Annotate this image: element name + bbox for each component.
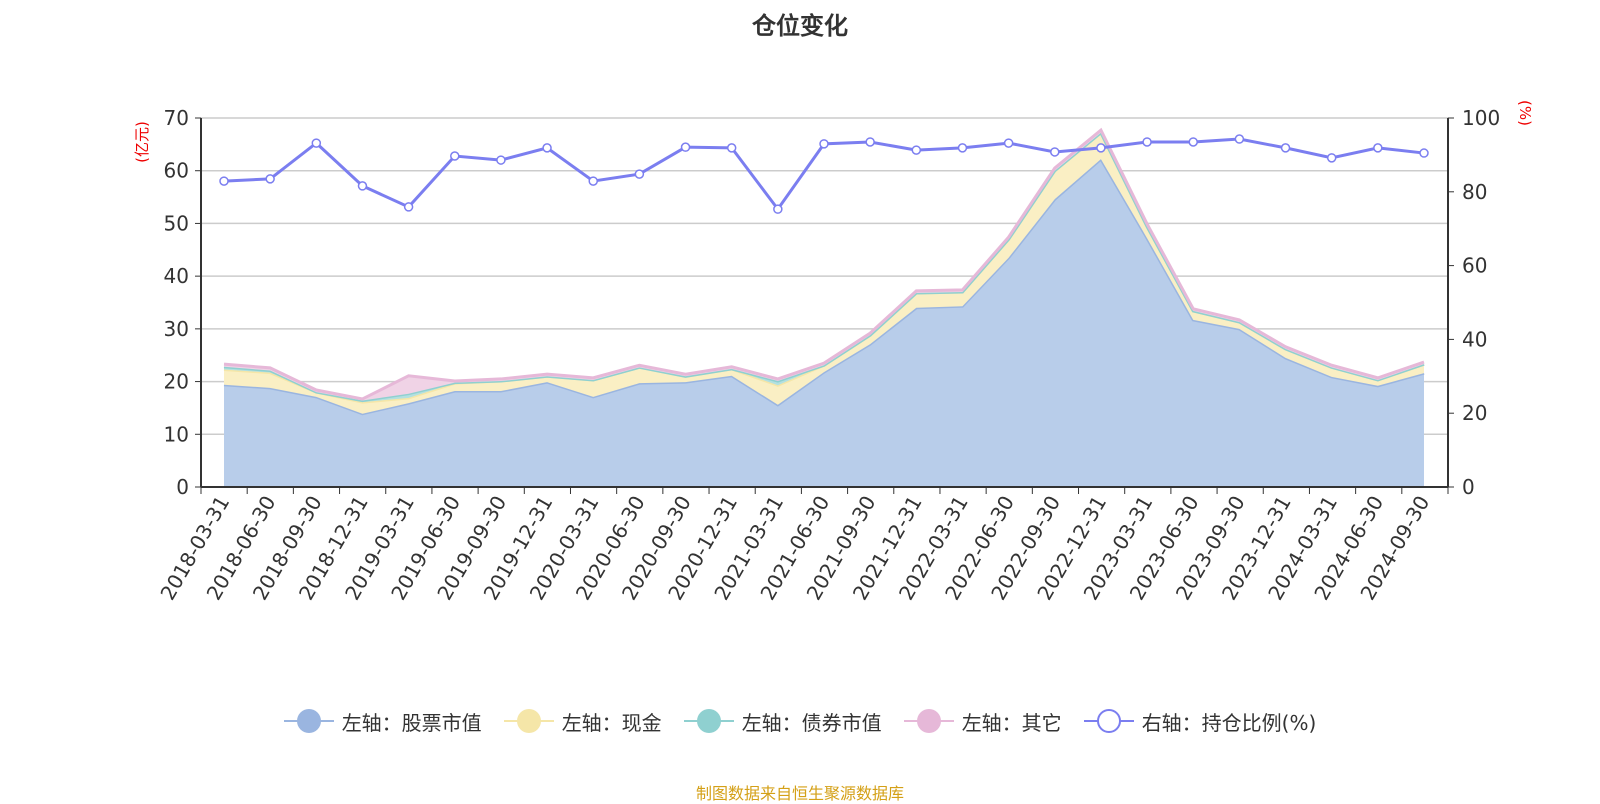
- right-tick-label: 80: [1462, 180, 1487, 204]
- right-axis-label: (%): [1516, 100, 1534, 126]
- ratio-point: [450, 151, 460, 161]
- left-tick-label: 0: [176, 475, 189, 499]
- ratio-point: [588, 176, 598, 186]
- legend-label: 左轴：股票市值: [341, 710, 482, 735]
- legend-item[interactable]: 右轴：持仓比例(%): [1083, 706, 1317, 736]
- ratio-point: [403, 202, 414, 212]
- ratio-point: [634, 169, 645, 179]
- left-tick-label: 10: [164, 422, 189, 446]
- ratio-point: [357, 181, 368, 191]
- ratio-point: [865, 137, 875, 147]
- legend-label: 右轴：持仓比例(%): [1141, 710, 1317, 735]
- ratio-point: [680, 142, 691, 152]
- ratio-point: [1326, 153, 1337, 163]
- ratio-point: [1142, 137, 1152, 147]
- source-note[interactable]: 制图数据来自恒生聚源数据库: [695, 784, 904, 803]
- area-左轴：股票市值: [224, 159, 1424, 488]
- ratio-point: [1003, 138, 1014, 148]
- legend: 左轴：股票市值 左轴：现金 左轴：债券市值 左轴：其它 右轴：持仓比例(%): [0, 706, 1600, 736]
- ratio-point: [1050, 147, 1060, 157]
- legend-item[interactable]: 左轴：股票市值: [283, 706, 482, 736]
- legend-marker-icon: [283, 706, 334, 736]
- legend-marker-icon: [903, 706, 954, 736]
- left-tick-label: 50: [164, 211, 189, 235]
- legend-marker-icon: [1083, 706, 1134, 736]
- left-tick-label: 60: [164, 159, 189, 183]
- ratio-point: [1234, 134, 1245, 144]
- legend-marker-icon: [683, 706, 734, 736]
- ratio-point: [1373, 143, 1383, 153]
- legend-label: 左轴：现金: [561, 710, 662, 735]
- legend-label: 左轴：债券市值: [741, 710, 882, 735]
- right-tick-label: 40: [1462, 327, 1487, 351]
- area-line-左轴：其它: [223, 127, 1425, 401]
- right-tick-label: 0: [1462, 475, 1475, 499]
- ratio-point: [726, 143, 737, 153]
- chart-canvas: 010203040506070020406080100(亿元)(%)2018-0…: [133, 100, 1534, 604]
- left-tick-label: 30: [164, 317, 189, 341]
- ratio-line: [223, 137, 1425, 212]
- left-tick-label: 20: [164, 370, 189, 394]
- right-tick-label: 60: [1462, 254, 1487, 278]
- ratio-point: [773, 204, 783, 214]
- ratio-point: [1188, 137, 1198, 147]
- right-tick-label: 100: [1462, 106, 1500, 130]
- ratio-point: [1280, 143, 1291, 153]
- left-tick-label: 70: [164, 106, 189, 130]
- ratio-point: [957, 143, 968, 153]
- ratio-point: [311, 138, 322, 148]
- ratio-point: [1419, 148, 1429, 158]
- ratio-point: [219, 176, 229, 186]
- legend-item[interactable]: 左轴：现金: [503, 706, 662, 736]
- ratio-point: [496, 155, 506, 165]
- left-axis-label: (亿元): [133, 121, 151, 163]
- ratio-point: [911, 145, 922, 155]
- legend-item[interactable]: 左轴：其它: [903, 706, 1062, 736]
- ratio-point: [1096, 143, 1106, 153]
- legend-item[interactable]: 左轴：债券市值: [683, 706, 882, 736]
- chart-title: 仓位变化: [752, 12, 848, 40]
- legend-marker-icon: [503, 706, 554, 736]
- left-tick-label: 40: [164, 264, 189, 288]
- ratio-point: [265, 174, 275, 184]
- right-tick-label: 20: [1462, 401, 1487, 425]
- legend-label: 左轴：其它: [961, 710, 1062, 735]
- ratio-point: [542, 143, 552, 153]
- ratio-point: [819, 139, 829, 149]
